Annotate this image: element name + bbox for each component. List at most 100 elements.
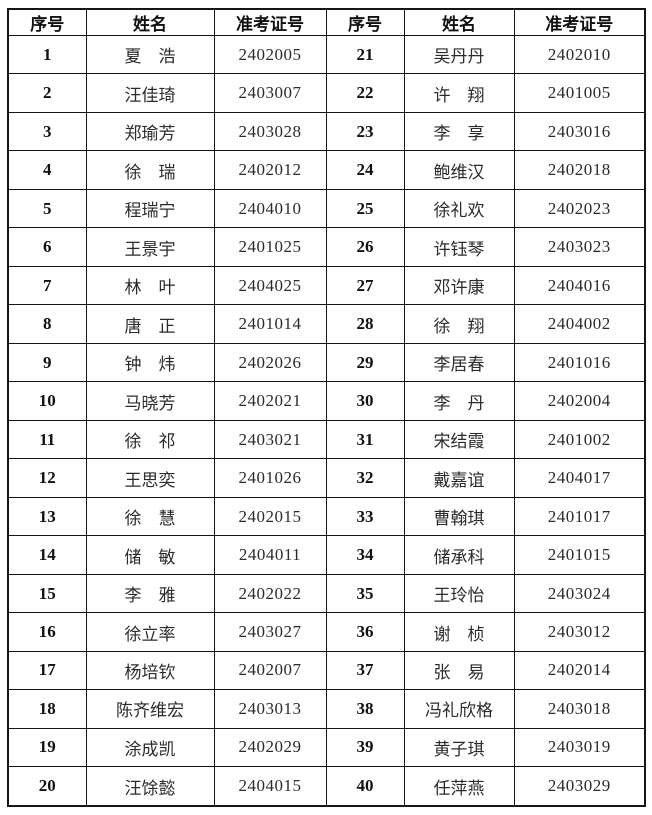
table-row: 17 杨培钦 2402007 37 张 易 2402014 bbox=[7, 650, 646, 691]
header-name-right: 姓名 bbox=[403, 8, 515, 36]
seq-cell-right: 35 bbox=[325, 573, 405, 614]
seq-cell-right: 34 bbox=[325, 535, 405, 575]
seq-cell-left: 4 bbox=[7, 150, 87, 190]
name-cell-left: 杨培钦 bbox=[85, 650, 215, 691]
seq-cell-left: 9 bbox=[7, 342, 87, 383]
name-cell-left: 王景宇 bbox=[85, 227, 215, 267]
seq-cell-right: 23 bbox=[325, 111, 405, 152]
name-cell-right: 李 享 bbox=[403, 111, 515, 152]
ticket-cell-right: 2401017 bbox=[513, 496, 646, 537]
seq-cell-left: 17 bbox=[7, 650, 87, 691]
ticket-cell-right: 2403012 bbox=[513, 612, 646, 652]
seq-cell-right: 30 bbox=[325, 381, 405, 421]
ticket-cell-right: 2403019 bbox=[513, 727, 646, 768]
ticket-cell-right: 2401005 bbox=[513, 73, 646, 113]
ticket-cell-right: 2402018 bbox=[513, 150, 646, 190]
table-row: 18 陈齐维宏 2403013 38 冯礼欣格 2403018 bbox=[7, 689, 646, 729]
ticket-cell-left: 2401014 bbox=[213, 304, 327, 344]
header-seq-right: 序号 bbox=[325, 8, 405, 36]
header-ticket-left: 准考证号 bbox=[213, 8, 327, 36]
name-cell-left: 王思奕 bbox=[85, 458, 215, 498]
seq-cell-right: 26 bbox=[325, 227, 405, 267]
name-cell-right: 任萍燕 bbox=[403, 766, 515, 807]
ticket-cell-right: 2403018 bbox=[513, 689, 646, 729]
seq-cell-left: 3 bbox=[7, 111, 87, 152]
seq-cell-right: 31 bbox=[325, 419, 405, 460]
name-cell-right: 宋结霞 bbox=[403, 419, 515, 460]
ticket-cell-left: 2401026 bbox=[213, 458, 327, 498]
seq-cell-right: 39 bbox=[325, 727, 405, 768]
ticket-cell-left: 2401025 bbox=[213, 227, 327, 267]
name-cell-right: 许钰琴 bbox=[403, 227, 515, 267]
name-cell-left: 马晓芳 bbox=[85, 381, 215, 421]
name-cell-right: 王玲怡 bbox=[403, 573, 515, 614]
table-row: 6 王景宇 2401025 26 许钰琴 2403023 bbox=[7, 227, 646, 267]
seq-cell-right: 24 bbox=[325, 150, 405, 190]
ticket-cell-left: 2402012 bbox=[213, 150, 327, 190]
seq-cell-left: 11 bbox=[7, 419, 87, 460]
header-seq-left: 序号 bbox=[7, 8, 87, 36]
seq-cell-left: 7 bbox=[7, 265, 87, 306]
name-cell-right: 冯礼欣格 bbox=[403, 689, 515, 729]
ticket-cell-right: 2402010 bbox=[513, 34, 646, 75]
ticket-cell-left: 2403027 bbox=[213, 612, 327, 652]
ticket-cell-right: 2401015 bbox=[513, 535, 646, 575]
name-cell-right: 徐礼欢 bbox=[403, 188, 515, 229]
ticket-cell-left: 2404011 bbox=[213, 535, 327, 575]
seq-cell-left: 18 bbox=[7, 689, 87, 729]
seq-cell-right: 28 bbox=[325, 304, 405, 344]
seq-cell-left: 5 bbox=[7, 188, 87, 229]
seq-cell-left: 10 bbox=[7, 381, 87, 421]
name-cell-left: 林 叶 bbox=[85, 265, 215, 306]
ticket-cell-right: 2402014 bbox=[513, 650, 646, 691]
ticket-cell-left: 2403007 bbox=[213, 73, 327, 113]
seq-cell-left: 14 bbox=[7, 535, 87, 575]
seq-cell-right: 40 bbox=[325, 766, 405, 807]
table-row: 5 程瑞宁 2404010 25 徐礼欢 2402023 bbox=[7, 188, 646, 229]
table-row: 20 汪馀懿 2404015 40 任萍燕 2403029 bbox=[7, 766, 646, 807]
ticket-cell-left: 2404010 bbox=[213, 188, 327, 229]
seq-cell-right: 37 bbox=[325, 650, 405, 691]
ticket-cell-right: 2403029 bbox=[513, 766, 646, 807]
header-ticket-right: 准考证号 bbox=[513, 8, 646, 36]
name-cell-left: 夏 浩 bbox=[85, 34, 215, 75]
name-cell-left: 汪馀懿 bbox=[85, 766, 215, 807]
name-cell-right: 鲍维汉 bbox=[403, 150, 515, 190]
name-cell-left: 程瑞宁 bbox=[85, 188, 215, 229]
header-row: 序号 姓名 准考证号 序号 姓名 准考证号 bbox=[7, 8, 646, 36]
name-cell-right: 吴丹丹 bbox=[403, 34, 515, 75]
seq-cell-right: 25 bbox=[325, 188, 405, 229]
name-cell-left: 钟 炜 bbox=[85, 342, 215, 383]
name-cell-right: 戴嘉谊 bbox=[403, 458, 515, 498]
seq-cell-left: 8 bbox=[7, 304, 87, 344]
name-cell-left: 徐 祁 bbox=[85, 419, 215, 460]
name-cell-left: 唐 正 bbox=[85, 304, 215, 344]
ticket-cell-right: 2401002 bbox=[513, 419, 646, 460]
seq-cell-right: 36 bbox=[325, 612, 405, 652]
name-cell-left: 李 雅 bbox=[85, 573, 215, 614]
name-cell-right: 谢 桢 bbox=[403, 612, 515, 652]
seq-cell-right: 27 bbox=[325, 265, 405, 306]
ticket-cell-right: 2403023 bbox=[513, 227, 646, 267]
ticket-cell-left: 2402021 bbox=[213, 381, 327, 421]
name-cell-right: 许 翔 bbox=[403, 73, 515, 113]
name-cell-left: 郑瑜芳 bbox=[85, 111, 215, 152]
name-cell-right: 黄子琪 bbox=[403, 727, 515, 768]
seq-cell-left: 20 bbox=[7, 766, 87, 807]
seq-cell-left: 6 bbox=[7, 227, 87, 267]
ticket-cell-right: 2404002 bbox=[513, 304, 646, 344]
seq-cell-left: 19 bbox=[7, 727, 87, 768]
name-cell-left: 汪佳琦 bbox=[85, 73, 215, 113]
ticket-cell-right: 2403016 bbox=[513, 111, 646, 152]
ticket-cell-left: 2404025 bbox=[213, 265, 327, 306]
ticket-cell-left: 2404015 bbox=[213, 766, 327, 807]
table-row: 15 李 雅 2402022 35 王玲怡 2403024 bbox=[7, 573, 646, 614]
seq-cell-right: 21 bbox=[325, 34, 405, 75]
ticket-cell-right: 2401016 bbox=[513, 342, 646, 383]
